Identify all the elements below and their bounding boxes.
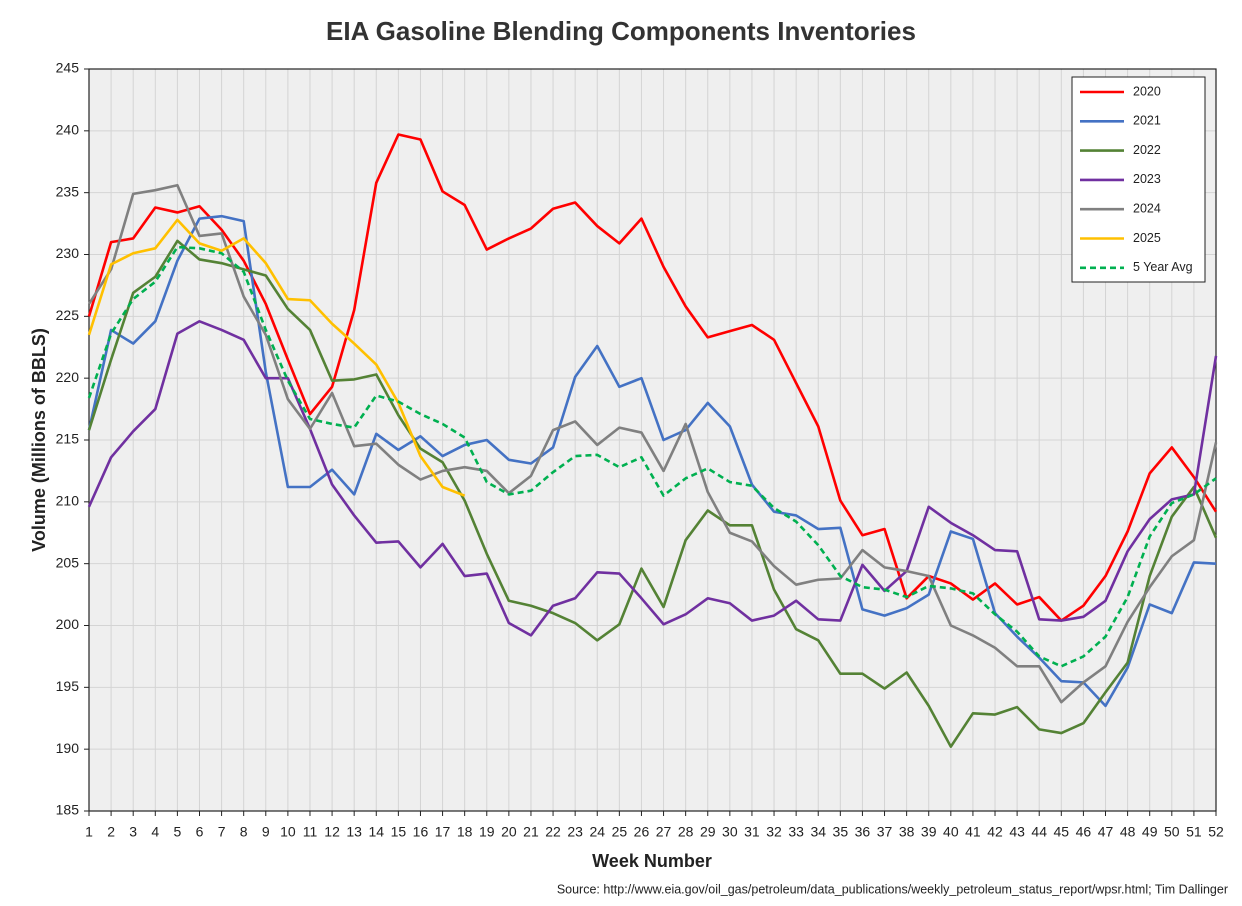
x-tick-label: 20 [501, 824, 517, 840]
x-tick-label: 40 [943, 824, 959, 840]
x-tick-label: 27 [656, 824, 672, 840]
series-line [87, 133, 1218, 622]
y-tick-label: 235 [56, 183, 80, 199]
y-tick-label: 225 [56, 307, 80, 323]
x-tick-label: 8 [240, 824, 248, 840]
series-line [87, 245, 1217, 668]
legend-label: 2025 [1133, 231, 1161, 245]
x-tick-label: 21 [523, 824, 539, 840]
x-tick-label: 9 [262, 824, 270, 840]
y-axis-label: Volume (Millions of BBLS) [29, 328, 49, 552]
y-tick-label: 210 [56, 493, 80, 509]
x-tick-label: 11 [303, 824, 318, 840]
y-tick-label: 240 [56, 122, 80, 138]
x-tick-label: 51 [1186, 824, 1202, 840]
x-tick-label: 17 [435, 824, 451, 840]
x-tick-label: 45 [1054, 824, 1070, 840]
plot-border [88, 68, 1217, 812]
x-tick-label: 29 [700, 824, 716, 840]
x-tick-label: 37 [877, 824, 893, 840]
series-line [87, 183, 1218, 704]
x-tick-label: 28 [678, 824, 694, 840]
legend-label: 2024 [1133, 201, 1161, 215]
x-tick-label: 23 [567, 824, 583, 840]
x-tick-label: 31 [744, 824, 760, 840]
y-tick-label: 245 [56, 60, 80, 76]
legend-label: 2021 [1133, 114, 1161, 128]
y-tick-label: 230 [56, 245, 80, 261]
legend-label: 2023 [1133, 172, 1161, 186]
series-line [87, 218, 466, 497]
x-tick-label: 14 [368, 824, 384, 840]
y-tick-label: 195 [56, 678, 80, 694]
x-tick-label: 4 [151, 824, 159, 840]
x-axis-label: Week Number [592, 851, 712, 871]
x-tick-label: 43 [1009, 824, 1025, 840]
x-tick-label: 30 [722, 824, 738, 840]
x-tick-label: 36 [855, 824, 871, 840]
x-tick-label: 41 [965, 824, 981, 840]
x-tick-label: 48 [1120, 824, 1136, 840]
x-tick-label: 16 [413, 824, 429, 840]
x-tick-label: 13 [346, 824, 362, 840]
legend-label: 2020 [1133, 84, 1161, 98]
y-tick-label: 200 [56, 616, 80, 632]
y-tick-label: 205 [56, 554, 80, 570]
x-tick-label: 52 [1208, 824, 1224, 840]
x-tick-label: 3 [129, 824, 137, 840]
x-tick-label: 46 [1076, 824, 1092, 840]
x-tick-label: 5 [173, 824, 181, 840]
x-tick-label: 22 [545, 824, 561, 840]
x-tick-label: 6 [196, 824, 204, 840]
x-tick-label: 50 [1164, 824, 1180, 840]
x-tick-label: 10 [280, 824, 296, 840]
x-tick-label: 19 [479, 824, 495, 840]
x-tick-label: 12 [324, 824, 340, 840]
legend-label: 5 Year Avg [1133, 260, 1193, 274]
series-line [87, 214, 1217, 708]
x-tick-label: 47 [1098, 824, 1114, 840]
y-tick-label: 185 [56, 802, 80, 818]
x-tick-label: 44 [1031, 824, 1047, 840]
x-tick-label: 34 [810, 824, 826, 840]
x-tick-label: 35 [833, 824, 849, 840]
x-tick-label: 18 [457, 824, 473, 840]
x-tick-label: 32 [766, 824, 782, 840]
x-tick-label: 39 [921, 824, 937, 840]
x-tick-label: 33 [788, 824, 804, 840]
series-line [87, 319, 1218, 637]
x-tick-label: 7 [218, 824, 226, 840]
y-tick-label: 220 [56, 369, 80, 385]
x-tick-label: 15 [391, 824, 407, 840]
chart-title: EIA Gasoline Blending Components Invento… [326, 16, 916, 46]
series-line [87, 239, 1218, 748]
y-tick-label: 215 [56, 431, 80, 447]
x-tick-label: 42 [987, 824, 1003, 840]
x-tick-label: 26 [634, 824, 650, 840]
x-tick-label: 38 [899, 824, 915, 840]
x-tick-label: 1 [85, 824, 93, 840]
x-tick-label: 24 [589, 824, 605, 840]
y-tick-label: 190 [56, 740, 80, 756]
x-tick-label: 2 [107, 824, 115, 840]
x-tick-label: 25 [612, 824, 628, 840]
legend-label: 2022 [1133, 143, 1161, 157]
source-note: Source: http://www.eia.gov/oil_gas/petro… [557, 882, 1228, 896]
x-tick-label: 49 [1142, 824, 1158, 840]
